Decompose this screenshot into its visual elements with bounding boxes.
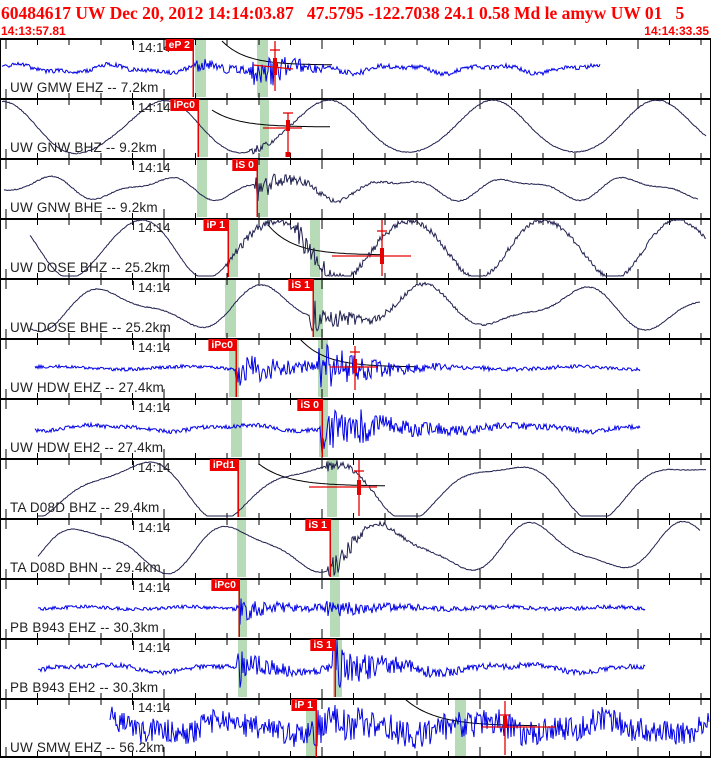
waveform-trace[interactable]: [29, 218, 707, 278]
waveform-trace[interactable]: [29, 281, 701, 333]
pick-flag[interactable]: eP 2: [165, 39, 193, 51]
arrival-window-band: [310, 219, 320, 277]
waveform-trace[interactable]: [1, 99, 707, 155]
arrival-window-band: [330, 579, 340, 637]
arrival-window-band: [237, 459, 246, 517]
traces-canvas[interactable]: [0, 38, 711, 758]
amplitude-marker[interactable]: [252, 41, 294, 91]
waveform-trace[interactable]: [37, 520, 701, 578]
waveform-trace[interactable]: [37, 639, 646, 688]
waveform-trace[interactable]: [1, 56, 601, 86]
arrival-window-band: [455, 699, 466, 757]
arrival-window-band: [313, 279, 323, 337]
waveform-trace[interactable]: [37, 598, 646, 625]
amplitude-marker[interactable]: [309, 460, 377, 516]
pick-flag[interactable]: iS 0: [232, 159, 257, 171]
event-header: 60484617 UW Dec 20, 2012 14:14:03.87 47.…: [1, 3, 685, 23]
amplitude-marker[interactable]: [330, 346, 377, 390]
arrival-window-band: [237, 519, 246, 577]
amplitude-marker[interactable]: [482, 701, 555, 755]
coda-decay-curve: [267, 224, 385, 256]
pick-flag[interactable]: iP 1: [203, 219, 228, 231]
arrival-window-band: [327, 459, 337, 517]
window-start-time: 14:13:57.81: [1, 24, 66, 38]
waveform-trace[interactable]: [3, 173, 699, 204]
amplitude-marker[interactable]: [263, 112, 302, 157]
arrival-window-band: [257, 39, 268, 97]
arrival-window-band: [231, 399, 242, 457]
coda-decay-curve: [211, 109, 330, 128]
arrival-window-band: [229, 339, 239, 397]
window-end-time: 14:14:33.35: [644, 24, 709, 38]
time-window-row: 14:13:57.81 14:14:33.35: [0, 24, 711, 38]
arrival-window-band: [197, 159, 207, 217]
pick-flag[interactable]: iPd1: [209, 459, 238, 471]
arrival-window-band: [228, 219, 238, 277]
pick-flag[interactable]: iP 1: [291, 699, 316, 711]
arrival-window-band: [319, 399, 328, 457]
pick-flag[interactable]: iPc0: [211, 579, 239, 591]
waveform-trace[interactable]: [109, 704, 710, 749]
pick-flag[interactable]: iS 1: [288, 279, 313, 291]
pick-flag[interactable]: iS 0: [297, 399, 322, 411]
trace-area[interactable]: 14:14 UW GMW EHZ -- 7.2km eP 2 14:14 UW …: [0, 38, 711, 758]
waveform-trace[interactable]: [38, 460, 707, 517]
pick-flag[interactable]: iS 1: [310, 639, 335, 651]
arrival-window-band: [318, 339, 328, 397]
amplitude-marker[interactable]: [332, 220, 411, 276]
waveform-trace[interactable]: [34, 408, 641, 454]
pick-flag[interactable]: iS 1: [305, 519, 330, 531]
coda-decay-curve: [258, 463, 385, 487]
arrival-window-band: [333, 639, 342, 697]
arrival-window-band: [199, 99, 208, 157]
arrival-window-band: [330, 519, 339, 577]
pick-flag[interactable]: iPc0: [170, 99, 198, 111]
pick-flag[interactable]: iPc0: [208, 339, 236, 351]
waveform-trace[interactable]: [34, 343, 641, 388]
